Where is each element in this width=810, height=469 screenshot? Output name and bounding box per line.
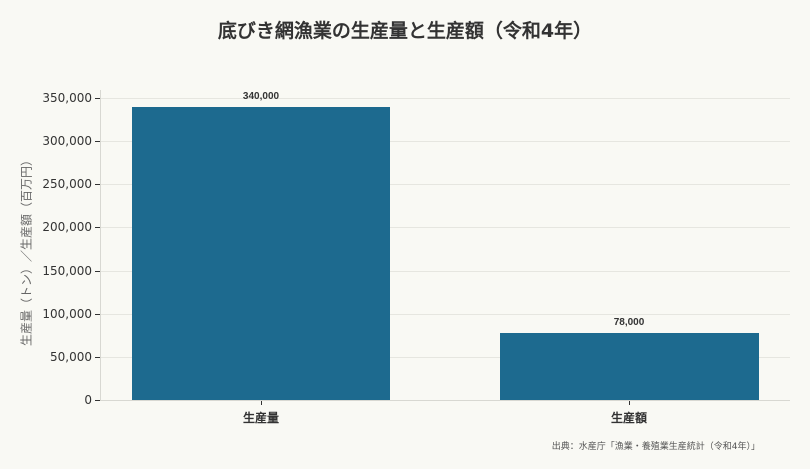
y-tick [95,184,100,185]
y-tick [95,357,100,358]
y-tick [95,227,100,228]
y-tick [95,400,100,401]
gridline [101,184,790,185]
x-tick [261,401,262,405]
x-tick [629,401,630,405]
gridline [101,314,790,315]
x-axis-line [100,400,790,401]
y-tick [95,271,100,272]
x-tick-label: 生産額 [610,411,647,425]
y-axis-line [100,90,101,401]
y-axis-title: 生産量（トン）／生産額（百万円） [19,153,34,347]
y-tick [95,314,100,315]
y-tick-label: 300,000 [42,134,92,148]
gridline [101,271,790,272]
gridline [101,98,790,99]
y-tick-label: 50,000 [50,350,92,364]
x-tick-label: 生産量 [242,411,279,425]
gridline [101,227,790,228]
y-tick-label: 150,000 [42,264,92,278]
bar-production-volume [132,107,390,400]
y-tick-label: 350,000 [42,91,92,105]
y-tick-label: 200,000 [42,220,92,234]
chart-title: 底びき網漁業の生産量と生産額（令和4年） [217,20,593,42]
y-tick-label: 0 [84,393,92,407]
bar-production-value [500,333,759,400]
y-tick-label: 250,000 [42,177,92,191]
y-tick-label: 100,000 [42,307,92,321]
bar-value-label: 340,000 [242,91,280,102]
gridline [101,141,790,142]
gridline [101,357,790,358]
y-tick [95,98,100,99]
source-note: 出典：水産庁「漁業・養殖業生産統計（令和4年）」 [551,442,760,452]
y-tick [95,141,100,142]
bar-value-label: 78,000 [613,317,645,328]
